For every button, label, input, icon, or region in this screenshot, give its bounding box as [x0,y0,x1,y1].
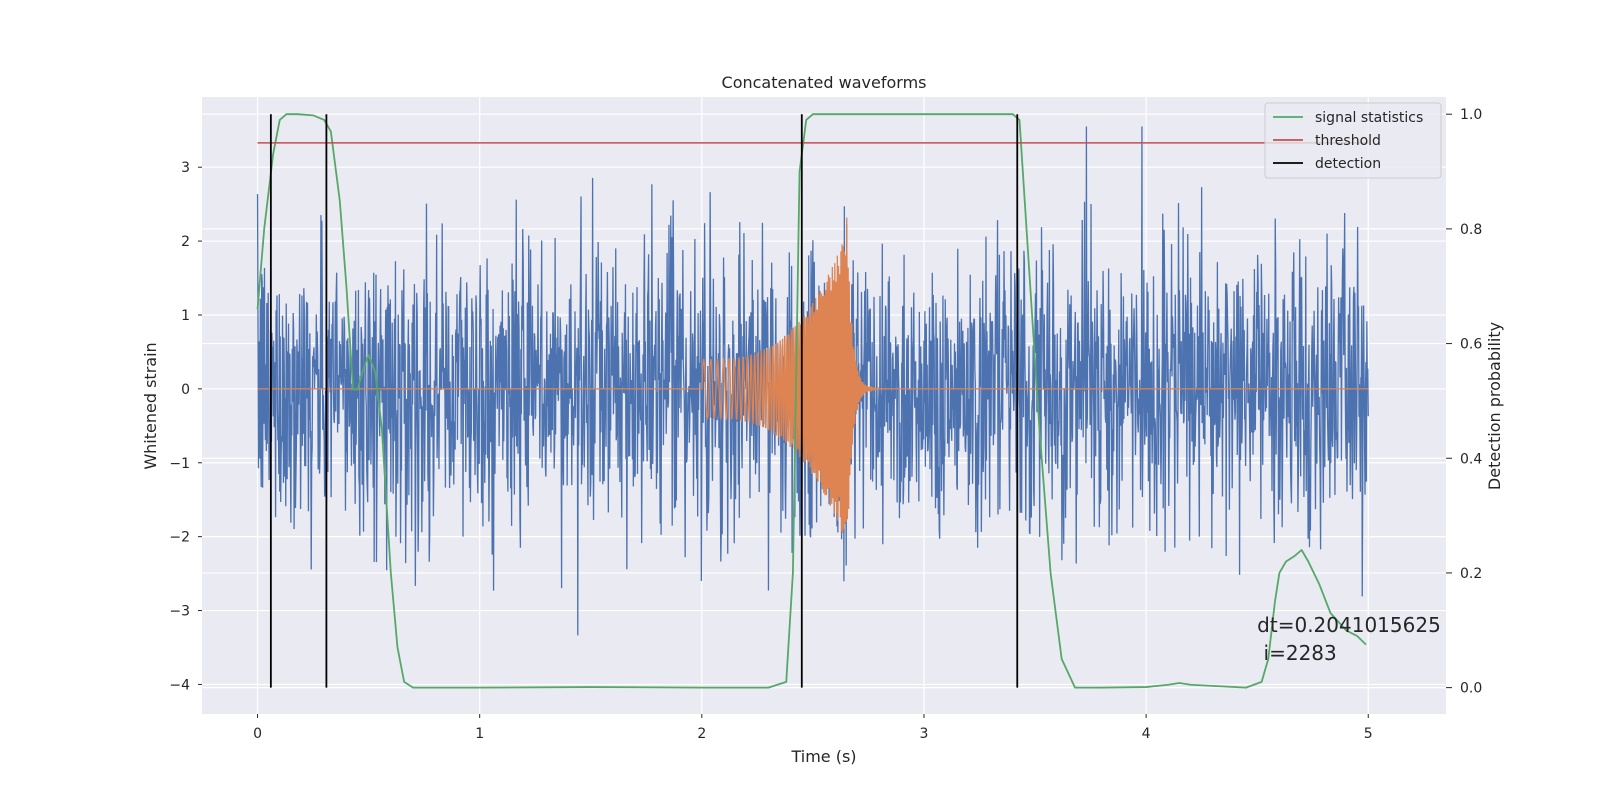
y-axis-label: Whitened strain [141,342,160,469]
chirp-line [257,217,1369,534]
detection-series [269,114,1019,688]
y2-tick-label: 0.6 [1460,337,1482,353]
y-tick-label: 2 [181,234,190,250]
legend-label-detection: detection [1315,156,1381,172]
annotation-dt: dt=0.2041015625 [1257,613,1441,637]
x-tick-label: 2 [697,726,706,742]
y2-axis-label: Detection probability [1485,322,1504,490]
chirp-series [257,217,1369,534]
x-tick-label: 3 [920,726,929,742]
y-tick-label: 3 [181,160,190,176]
annotation-index: i=2283 [1257,641,1337,665]
signal-statistics-line [256,113,1367,689]
legend-label-threshold: threshold [1315,133,1381,149]
y2-tick-label: 1.0 [1460,107,1482,123]
y-tick-label: −2 [169,530,190,546]
legend: signal statistics threshold detection [1264,102,1442,179]
x-tick-label: 0 [253,726,262,742]
x-tick-label: 4 [1142,726,1151,742]
x-tick-label: 1 [475,726,484,742]
signal-statistics-series [256,113,1367,689]
y-tick-label: −3 [169,604,190,620]
y-tick-label: −4 [169,677,190,693]
chart-title: Concatenated waveforms [722,73,927,92]
y-tick-label: −1 [169,456,190,472]
noise-series [256,126,1369,636]
y2-tick-label: 0.4 [1460,451,1482,467]
legend-box [1264,102,1442,179]
plot-content [256,113,1369,689]
axis-ticks: 0 1 2 3 4 5 3 2 1 0 −1 −2 −3 −4 1.0 0.8 0.6 0.4 0.2 0.0 [169,107,1482,742]
y-tick-label: 0 [181,382,190,398]
y2-tick-label: 0.8 [1460,222,1482,238]
x-tick-label: 5 [1364,726,1373,742]
y2-tick-label: 0.0 [1460,681,1482,697]
y2-tick-label: 0.2 [1460,566,1482,582]
y-tick-label: 1 [181,308,190,324]
x-axis-label: Time (s) [790,747,856,766]
noise-line [256,126,1369,636]
legend-label-signal-statistics: signal statistics [1315,110,1423,126]
